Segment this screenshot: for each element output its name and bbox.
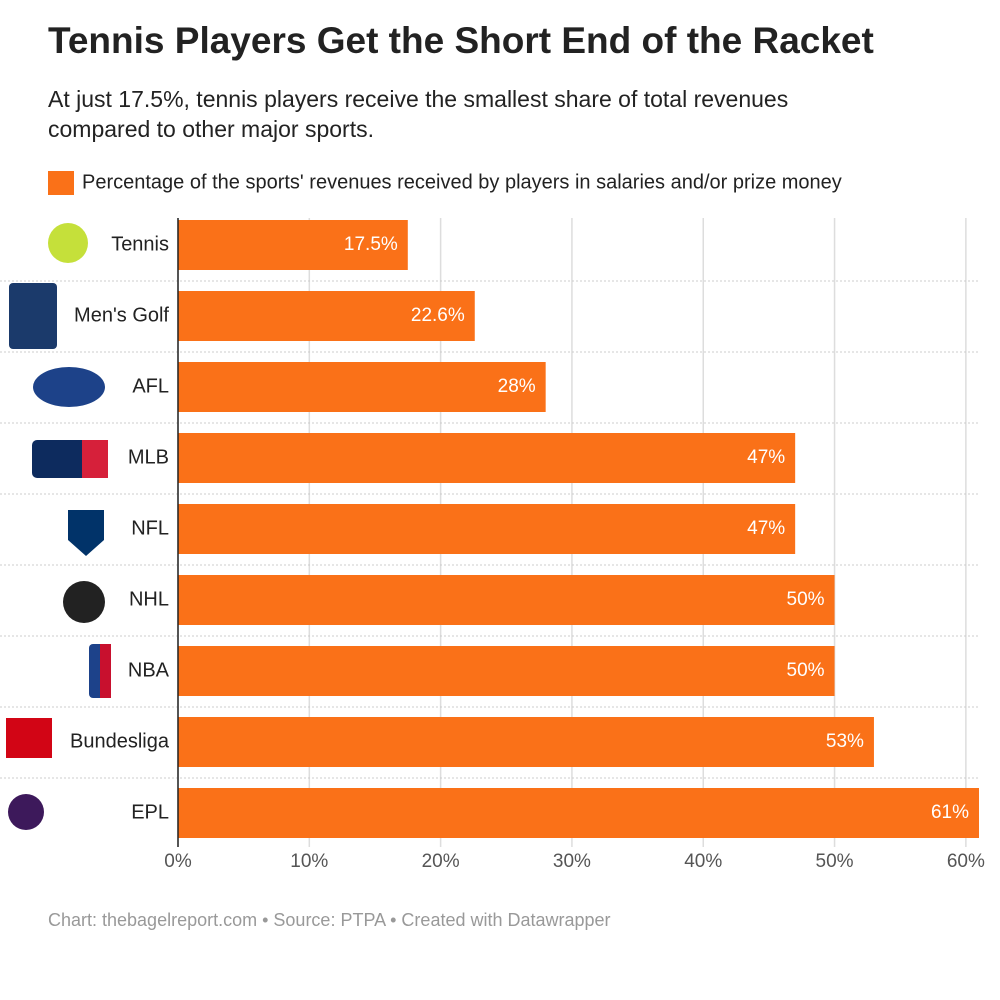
value-label: 47% <box>747 518 785 539</box>
value-label: 17.5% <box>344 234 398 255</box>
chart-title: Tennis Players Get the Short End of the … <box>48 20 874 61</box>
bar <box>178 788 979 838</box>
value-label: 50% <box>787 660 825 681</box>
y-tick-label: NFL <box>131 517 169 539</box>
y-tick-label: AFL <box>132 375 169 397</box>
x-tick-label: 0% <box>164 851 192 872</box>
bar <box>178 433 796 483</box>
bar <box>178 575 835 625</box>
legend-label: Percentage of the sports' revenues recei… <box>82 171 842 193</box>
value-label: 47% <box>747 447 785 468</box>
x-tick-label: 60% <box>947 851 985 872</box>
value-label: 53% <box>826 731 864 752</box>
y-tick-label: Bundesliga <box>70 730 170 752</box>
bar <box>178 504 796 554</box>
footer: Chart: thebagelreport.com • Source: PTPA… <box>48 910 611 930</box>
value-label: 28% <box>498 376 536 397</box>
bar <box>178 291 475 341</box>
logo <box>8 794 44 830</box>
logo <box>100 644 111 698</box>
logo <box>48 223 88 263</box>
x-tick-label: 50% <box>816 851 854 872</box>
logo <box>9 283 57 349</box>
subtitle: compared to other major sports. <box>48 116 374 142</box>
logos <box>6 223 111 830</box>
value-label: 22.6% <box>411 305 465 326</box>
logo <box>6 718 52 758</box>
x-tick-label: 30% <box>553 851 591 872</box>
logo <box>82 440 108 478</box>
y-tick-label: NBA <box>128 659 170 681</box>
y-tick-label: Tennis <box>111 233 169 255</box>
subtitle: At just 17.5%, tennis players receive th… <box>48 86 788 112</box>
bar <box>178 646 835 696</box>
bar <box>178 362 546 412</box>
legend-swatch <box>48 171 74 195</box>
bar <box>178 717 874 767</box>
value-label: 61% <box>931 802 969 823</box>
x-tick-label: 20% <box>422 851 460 872</box>
x-tick-label: 10% <box>290 851 328 872</box>
y-tick-label: NHL <box>129 588 169 610</box>
logo <box>68 510 104 556</box>
x-tick-label: 40% <box>684 851 722 872</box>
y-tick-label: MLB <box>128 446 169 468</box>
y-tick-label: Men's Golf <box>74 304 169 326</box>
bar <box>178 220 408 270</box>
logo <box>33 367 105 407</box>
logo <box>63 581 105 623</box>
y-tick-label: EPL <box>131 801 169 823</box>
value-label: 50% <box>787 589 825 610</box>
